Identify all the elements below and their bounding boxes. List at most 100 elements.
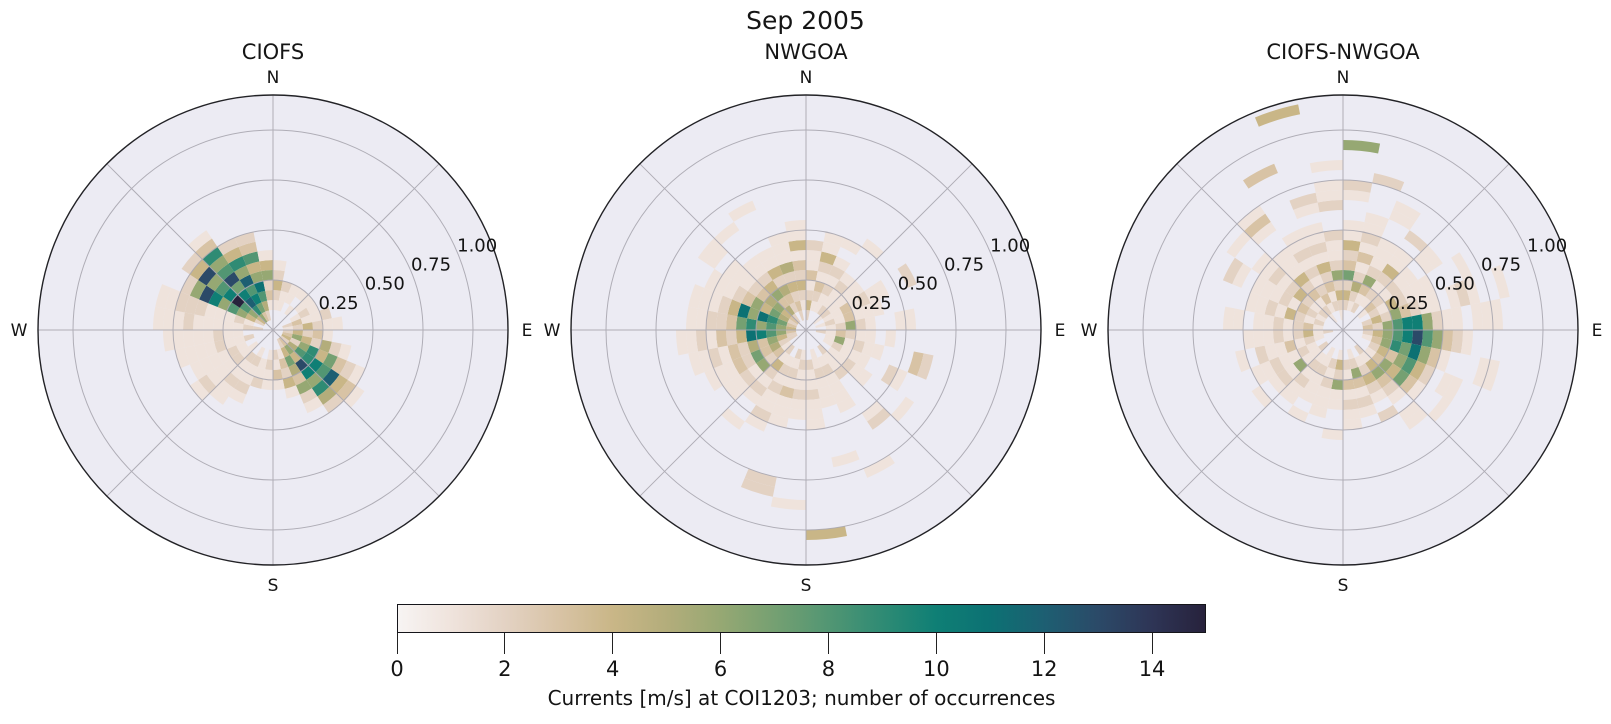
rose-wedge (786, 230, 806, 242)
rose-wedge (257, 290, 268, 303)
rose-wedge (832, 388, 851, 404)
rose-wedge (742, 386, 762, 405)
rose-wedge (1269, 356, 1285, 375)
rose-wedge (1320, 354, 1332, 367)
rose-wedge (1223, 306, 1236, 330)
rose-wedge (822, 337, 834, 347)
rose-wedge (1357, 308, 1368, 319)
rose-wedge (1263, 330, 1275, 346)
rose-wedge (717, 345, 733, 365)
rose-wedge (1243, 330, 1255, 350)
rose-wedge (1276, 273, 1294, 292)
rose-wedge (1377, 237, 1399, 256)
rose-wedge (256, 302, 266, 314)
rose-wedge (228, 388, 247, 404)
rose-wedge (864, 316, 876, 330)
rose-wedge (208, 291, 224, 308)
rose-wedge (1343, 230, 1363, 242)
rose-wedge (817, 261, 833, 275)
rose-wedge (1254, 104, 1301, 127)
rose-wedge (289, 337, 301, 347)
rose-wedge (248, 341, 259, 352)
rose-wedge (292, 330, 303, 336)
rose-wedge (223, 330, 234, 340)
rose-wedge (259, 260, 273, 272)
rose-wedge (767, 379, 784, 395)
rose-wedge (1358, 241, 1378, 257)
rose-wedge (1343, 388, 1357, 400)
rose-wedge (817, 293, 829, 306)
rose-wedge (817, 385, 833, 399)
rose-wedge (830, 307, 843, 319)
rose-wedge (1235, 349, 1251, 373)
rose-wedge (1450, 306, 1463, 330)
rose-wedge (790, 398, 806, 410)
rose-wedge (173, 310, 185, 330)
rose-wedge (1268, 266, 1287, 286)
rose-wedge (766, 335, 779, 346)
rose-wedge (1323, 366, 1336, 380)
rose-wedge (1309, 160, 1343, 174)
rose-wedge (766, 330, 777, 338)
colorbar-tick (1043, 633, 1045, 654)
rose-wedge (1264, 299, 1279, 317)
rose-wedge (1312, 251, 1330, 266)
rose-wedge (1365, 265, 1382, 281)
rose-wedge (828, 265, 845, 281)
rose-wedge (704, 268, 723, 292)
rose-wedge (1376, 372, 1393, 389)
rose-wedge (1352, 271, 1366, 284)
rose-wedge (1392, 330, 1403, 342)
compass-label-e: E (522, 321, 533, 341)
rose-wedge (1323, 330, 1334, 334)
rose-wedge (839, 271, 856, 288)
rose-wedge (1364, 212, 1389, 229)
rose-wedge (299, 388, 318, 404)
rose-wedge (1407, 299, 1422, 317)
rose-wedge (1362, 222, 1386, 238)
rose-wedge (273, 270, 285, 281)
rose-wedge (1401, 330, 1413, 344)
rose-wedge (1372, 173, 1405, 192)
rose-wedge (778, 363, 791, 377)
rose-wedge (880, 364, 899, 386)
rose-wedge (686, 330, 699, 354)
rose-wedge (1389, 339, 1402, 353)
rose-wedge (236, 341, 249, 353)
rose-wedge (811, 290, 822, 303)
rose-wedge (1343, 180, 1373, 193)
rose-wedge (827, 301, 840, 314)
polar-spoke (639, 163, 807, 331)
rose-wedge (1343, 250, 1359, 262)
rose-wedge (1300, 222, 1324, 238)
rose-wedge (1343, 300, 1349, 311)
rose-wedge (726, 314, 738, 330)
rose-wedge (791, 313, 801, 323)
rose-wedge (1369, 388, 1388, 404)
rose-wedge (1441, 308, 1453, 330)
rose-wedge (796, 369, 806, 380)
rose-wedge (776, 330, 787, 336)
rose-wedge (833, 314, 846, 325)
rose-wedge (1314, 351, 1327, 364)
rose-wedge (794, 348, 803, 360)
rose-wedge (1354, 385, 1370, 399)
rose-wedge (1356, 394, 1374, 409)
rose-wedge (1420, 245, 1443, 269)
rose-wedge (676, 330, 689, 356)
rose-wedge (1286, 263, 1305, 281)
rose-wedge (740, 477, 775, 497)
polar-outline (1107, 94, 1579, 566)
rose-wedge (1411, 314, 1423, 330)
rose-wedge (736, 316, 748, 330)
rose-wedge (688, 351, 705, 376)
rose-wedge (1376, 271, 1393, 288)
rose-wedge (786, 326, 797, 330)
compass-label-w: W (11, 321, 28, 341)
rose-wedge (239, 301, 252, 314)
rose-wedge (1328, 313, 1338, 323)
rose-wedge (1303, 330, 1314, 338)
compass-label-s: S (1338, 576, 1349, 596)
rose-wedge (870, 299, 885, 317)
rose-wedge (811, 357, 822, 370)
